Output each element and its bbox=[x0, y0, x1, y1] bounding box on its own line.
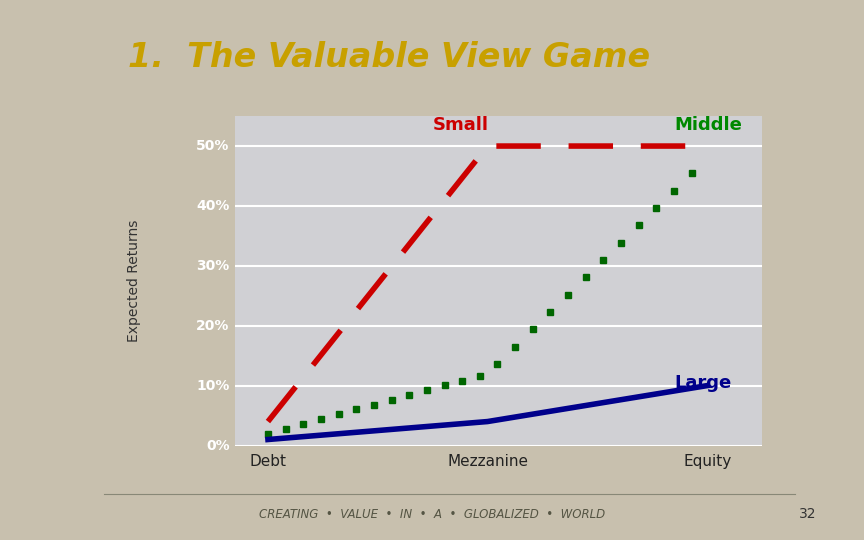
Text: 30%: 30% bbox=[196, 259, 230, 273]
Text: 32: 32 bbox=[799, 507, 816, 521]
Text: CREATING  •  VALUE  •  IN  •  A  •  GLOBALIZED  •  WORLD: CREATING • VALUE • IN • A • GLOBALIZED •… bbox=[259, 508, 605, 521]
Text: 1.  The Valuable View Game: 1. The Valuable View Game bbox=[129, 41, 651, 74]
Text: 40%: 40% bbox=[196, 199, 230, 213]
Text: Middle: Middle bbox=[674, 116, 742, 134]
Text: Expected Returns: Expected Returns bbox=[127, 220, 141, 342]
Text: 50%: 50% bbox=[196, 139, 230, 153]
Text: Small: Small bbox=[433, 116, 489, 134]
Text: 10%: 10% bbox=[196, 379, 230, 393]
Text: 20%: 20% bbox=[196, 319, 230, 333]
Text: 0%: 0% bbox=[206, 438, 230, 453]
Text: Large: Large bbox=[674, 374, 732, 391]
